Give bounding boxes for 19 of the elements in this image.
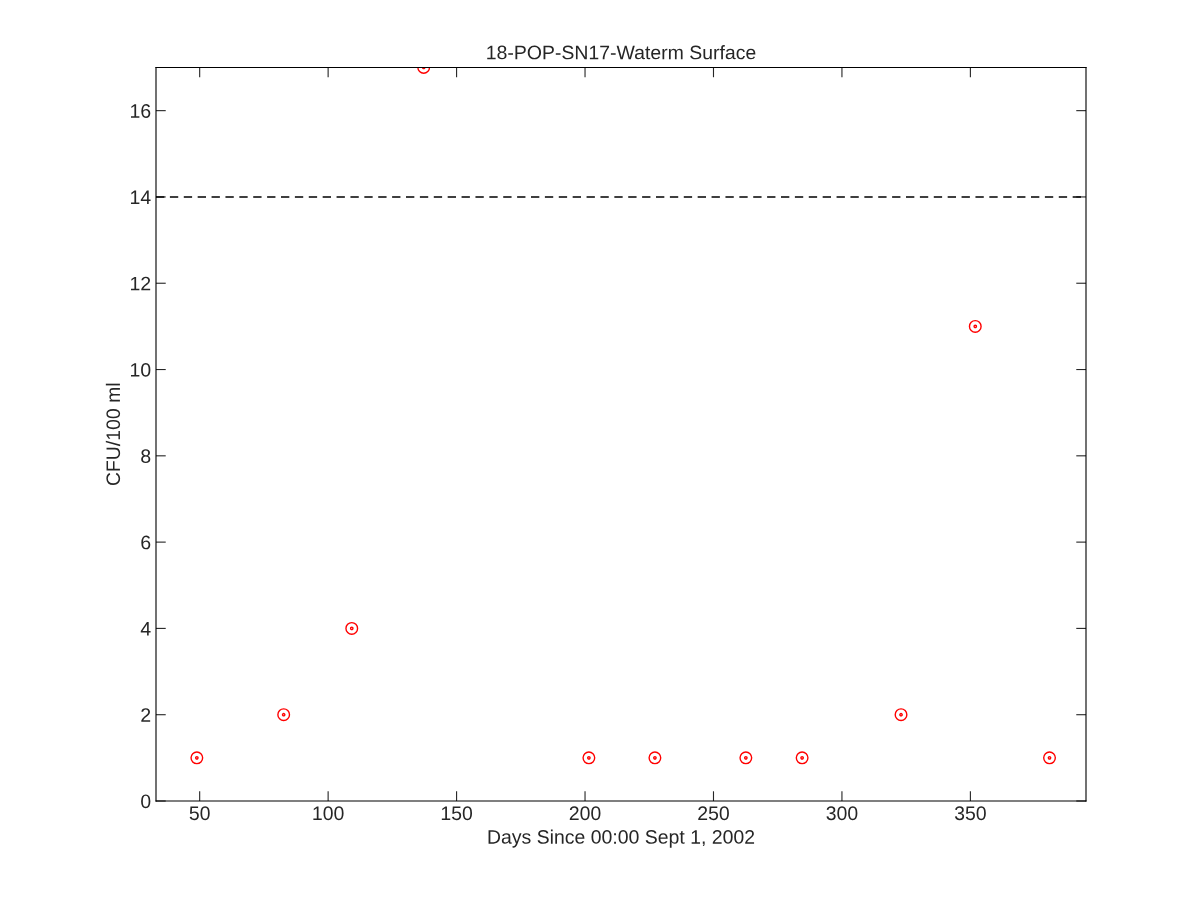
x-tick-label: 100 bbox=[313, 806, 344, 821]
x-tick-label: 200 bbox=[569, 806, 601, 821]
x-tick-label: 50 bbox=[189, 806, 210, 821]
y-tick-label: 6 bbox=[141, 535, 151, 550]
x-tick-label: 300 bbox=[826, 806, 858, 821]
x-tick-label: 150 bbox=[441, 806, 473, 821]
x-tick-label: 350 bbox=[954, 806, 986, 821]
y-tick-label: 2 bbox=[141, 708, 151, 722]
y-tick-label: 0 bbox=[141, 794, 151, 809]
y-tick-label: 12 bbox=[131, 276, 151, 291]
y-tick-label: 10 bbox=[131, 363, 151, 377]
chart-title: 18-POP-SN17-Waterm Surface bbox=[487, 45, 756, 60]
x-tick-label: 250 bbox=[698, 806, 729, 821]
y-axis-title: CFU/100 ml bbox=[105, 383, 121, 486]
y-tick-label: 4 bbox=[140, 622, 151, 636]
y-tick-label: 14 bbox=[131, 190, 151, 204]
x-axis-title: Days Since 00:00 Sept 1, 2002 bbox=[488, 829, 755, 848]
y-tick-label: 16 bbox=[131, 104, 151, 118]
y-tick-label: 8 bbox=[141, 449, 151, 464]
